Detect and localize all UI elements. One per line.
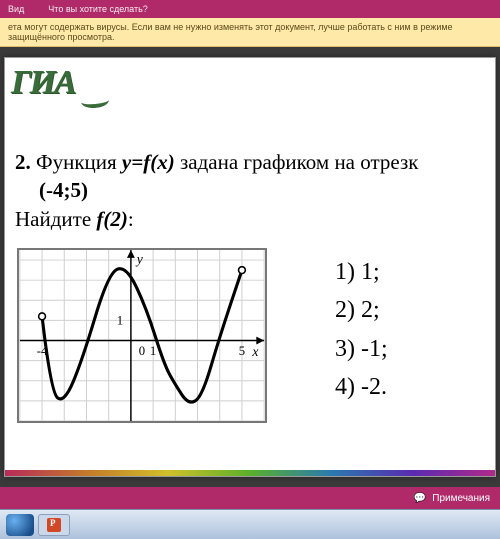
answer-4: 4) -2. xyxy=(335,368,388,406)
answer-1-num: 1) xyxy=(335,259,355,285)
protected-view-bar: ета могут содержать вирусы. Если вам не … xyxy=(0,18,500,47)
status-notes-label[interactable]: Примечания xyxy=(432,493,490,504)
rainbow-divider xyxy=(5,470,495,476)
ribbon-tab-view[interactable]: Вид xyxy=(8,4,24,14)
svg-text:x: x xyxy=(251,344,258,359)
ribbon: Вид Что вы хотите сделать? xyxy=(0,0,500,18)
question-interval: (-4;5) xyxy=(39,176,489,204)
answer-3-num: 3) xyxy=(335,336,355,362)
notes-icon[interactable]: 💬 xyxy=(414,493,426,504)
question-formula: y=f(x) xyxy=(122,150,175,174)
svg-text:1: 1 xyxy=(117,313,123,327)
protected-view-text: ета могут содержать вирусы. Если вам не … xyxy=(8,22,453,42)
find-text: Найдите xyxy=(15,207,91,231)
graph: yx-40151 xyxy=(17,248,267,423)
answer-2: 2) 2; xyxy=(335,291,388,329)
svg-text:1: 1 xyxy=(150,344,156,358)
answer-1: 1) 1; xyxy=(335,253,388,291)
status-bar: 💬 Примечания xyxy=(0,487,500,509)
answer-3-val: -1; xyxy=(361,336,388,362)
find-colon: : xyxy=(128,207,134,231)
ribbon-tell-me[interactable]: Что вы хотите сделать? xyxy=(48,4,148,14)
answer-list: 1) 1; 2) 2; 3) -1; 4) -2. xyxy=(335,253,388,407)
answer-3: 3) -1; xyxy=(335,330,388,368)
question-number: 2. xyxy=(15,150,31,174)
taskbar-item-powerpoint[interactable] xyxy=(38,514,70,536)
answer-4-num: 4) xyxy=(335,374,355,400)
svg-text:0: 0 xyxy=(139,344,145,358)
answer-2-val: 2; xyxy=(361,297,380,323)
logo-text: ГИА xyxy=(11,64,75,102)
taskbar xyxy=(0,509,500,539)
svg-text:y: y xyxy=(135,252,144,267)
svg-text:-4: -4 xyxy=(37,344,48,358)
logo: ГИА xyxy=(11,64,75,102)
question-text-part1: Функция xyxy=(36,150,117,174)
logo-swoosh-icon xyxy=(80,93,109,109)
graph-svg: yx-40151 xyxy=(19,250,265,421)
question-block: 2. Функция y=f(x) задана графиком на отр… xyxy=(15,148,489,233)
svg-text:5: 5 xyxy=(239,344,245,358)
slide: ГИА 2. Функция y=f(x) задана графиком на… xyxy=(4,57,496,477)
start-button[interactable] xyxy=(6,514,34,536)
answer-1-val: 1; xyxy=(361,259,380,285)
find-formula: f(2) xyxy=(96,207,127,231)
question-text-part2: задана графиком на отрезк xyxy=(180,150,419,174)
answer-2-num: 2) xyxy=(335,297,355,323)
powerpoint-icon xyxy=(47,518,61,532)
answer-4-val: -2. xyxy=(361,374,387,400)
slide-area: ГИА 2. Функция y=f(x) задана графиком на… xyxy=(0,47,500,487)
